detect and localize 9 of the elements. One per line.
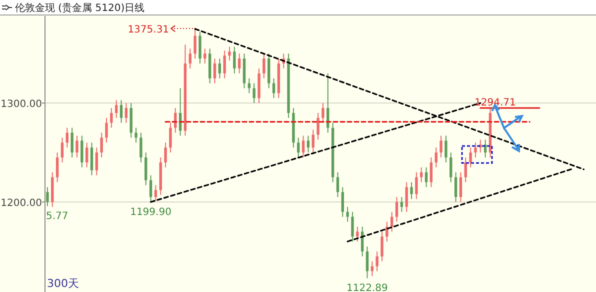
annotation: 1199.90 bbox=[130, 207, 172, 218]
annotation: 1122.89 bbox=[346, 283, 388, 292]
annotation: 300天 bbox=[47, 277, 79, 290]
annotation: 5.77 bbox=[46, 211, 68, 222]
annotation: 1375.31 bbox=[128, 24, 170, 36]
y-tick-label: 1200.00 bbox=[0, 198, 42, 209]
annotation: 1294.71 bbox=[474, 97, 516, 108]
chart-title: 伦敦金现 (贵金属 5120)日线 bbox=[15, 2, 145, 14]
y-tick-label: 1300.00 bbox=[0, 99, 42, 110]
